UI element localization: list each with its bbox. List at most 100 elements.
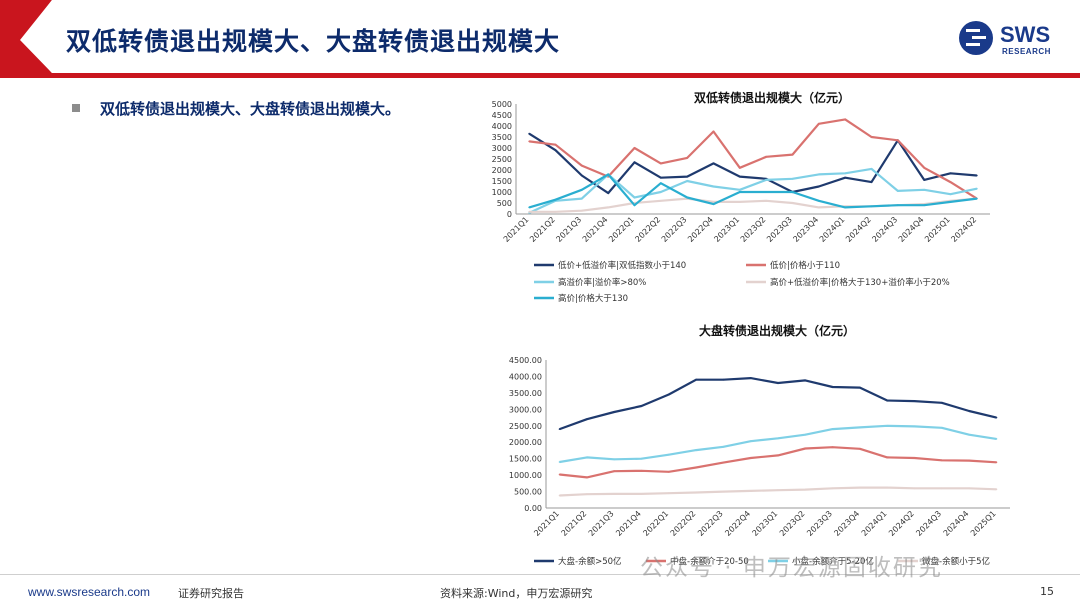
c2-y-tick: 2000.00	[509, 438, 542, 447]
c2-x-tick: 2024Q3	[914, 509, 943, 538]
c2-point-2-2	[613, 458, 616, 461]
c1-point-2-10	[791, 177, 794, 180]
c1-point-1-16	[949, 181, 952, 183]
c1-point-1-1	[554, 143, 557, 146]
c1-series-line-0	[528, 132, 977, 195]
c2-y-tick: 1500.00	[509, 455, 542, 464]
c2-x-tick: 2022Q2	[669, 509, 698, 538]
legend1-label-1: 低价|价格小于110	[770, 260, 840, 271]
c2-x-tick: 2022Q4	[723, 509, 752, 538]
c1-point-3-1	[554, 210, 557, 213]
c2-point-3-13	[913, 487, 916, 490]
c2-point-3-12	[886, 486, 889, 489]
c2-point-1-4	[667, 470, 670, 473]
c2-point-3-8	[777, 489, 779, 492]
c2-x-tick: 2021Q2	[560, 509, 589, 538]
c1-series-line-1	[529, 118, 978, 200]
c1-x-tick: 2023Q3	[765, 215, 794, 244]
legend1-label-3: 高价+低溢价率|价格大于130+溢价率小于20%	[770, 277, 950, 288]
bullet-square-icon	[72, 103, 80, 112]
c2-series-line-2	[559, 424, 997, 464]
c1-point-0-1	[554, 149, 557, 152]
c2-point-3-16	[995, 488, 998, 491]
sws-logo-icon	[959, 21, 993, 55]
page-number: 15	[1040, 585, 1054, 598]
c2-x-tick: 2023Q1	[751, 509, 780, 538]
c2-point-2-1	[586, 456, 588, 459]
c1-x-tick: 2023Q1	[712, 215, 741, 244]
c1-point-4-3	[607, 173, 610, 176]
c2-point-3-0	[558, 494, 561, 497]
c2-point-0-16	[995, 416, 998, 419]
c1-point-3-3	[607, 206, 610, 209]
c1-point-4-9	[765, 191, 768, 193]
legend1-label-0: 低价+低溢价率|双低指数小于140	[558, 260, 686, 271]
c1-point-4-16	[949, 201, 952, 203]
c2-y-tick: 3500.00	[509, 389, 542, 398]
c2-point-2-11	[859, 426, 861, 429]
c1-point-4-6	[686, 196, 689, 199]
c1-point-2-5	[659, 191, 662, 193]
c2-x-tick: 2023Q3	[805, 509, 834, 538]
c2-point-2-10	[831, 428, 834, 430]
c1-point-1-10	[791, 153, 794, 156]
c1-point-0-7	[712, 162, 715, 165]
c2-x-tick: 2024Q1	[860, 509, 889, 538]
c1-point-1-0	[528, 140, 531, 143]
footer-report-label: 证券研究报告	[178, 587, 244, 600]
c1-point-2-11	[817, 173, 820, 176]
c2-point-3-4	[667, 492, 670, 495]
c2-point-2-14	[940, 426, 943, 429]
c1-point-4-4	[633, 204, 636, 207]
c1-x-tick: 2021Q2	[528, 215, 557, 244]
c2-point-0-3	[640, 405, 643, 407]
c1-point-4-12	[844, 206, 847, 209]
c2-point-0-7	[749, 377, 752, 379]
c2-point-0-4	[667, 393, 670, 396]
c2-point-2-5	[695, 449, 697, 451]
c2-point-1-0	[558, 473, 561, 476]
bullet-text: 双低转债退出规模大、大盘转债退出规模大。	[100, 100, 401, 118]
c1-point-1-14	[896, 139, 899, 142]
c2-point-1-6	[722, 461, 725, 464]
c1-point-2-16	[949, 193, 952, 196]
c2-point-0-0	[558, 428, 561, 430]
c2-point-3-6	[722, 490, 725, 493]
footer-source: 资料来源:Wind，申万宏源研究	[440, 587, 593, 600]
c1-point-0-4	[633, 161, 636, 164]
c1-point-0-15	[923, 179, 926, 181]
c1-y-tick: 500	[497, 199, 512, 208]
c2-point-1-8	[777, 454, 779, 457]
c1-point-1-13	[870, 136, 873, 138]
c2-point-0-2	[613, 411, 616, 413]
c2-point-0-11	[859, 386, 861, 389]
c1-series-line-2	[528, 167, 978, 214]
c2-y-tick: 2500.00	[509, 422, 542, 431]
c2-point-0-14	[940, 401, 943, 404]
c2-point-1-5	[695, 466, 697, 469]
c1-point-4-13	[870, 205, 873, 208]
watermark: 公众号 · 申万宏源固收研究	[640, 555, 943, 581]
c2-x-tick: 2023Q4	[832, 509, 861, 538]
title-bar: 双低转债退出规模大、大盘转债退出规模大	[0, 0, 1080, 80]
c2-x-tick: 2024Q2	[887, 509, 916, 538]
c2-point-1-7	[749, 457, 752, 459]
c1-point-3-9	[765, 199, 768, 202]
c1-point-2-8	[738, 188, 741, 191]
chart2-title: 大盘转债退出规模大（亿元）	[699, 323, 855, 338]
c2-y-tick: 500.00	[514, 488, 542, 497]
c2-x-tick: 2022Q3	[696, 509, 725, 538]
c1-point-4-8	[738, 191, 741, 193]
c2-point-3-15	[968, 487, 970, 490]
c1-point-1-11	[817, 122, 820, 125]
c2-point-3-2	[613, 493, 616, 495]
chart1-title: 双低转债退出规模大（亿元）	[694, 90, 850, 105]
c1-point-0-11	[817, 185, 820, 188]
c1-point-3-11	[817, 206, 820, 209]
chart1-legend: 低价+低溢价率|双低指数小于140 低价|价格小于110 高溢价率|溢价率>80…	[534, 260, 950, 304]
c2-point-1-10	[831, 446, 834, 449]
footer-url-link[interactable]: www.swsresearch.com	[28, 585, 151, 599]
c2-point-1-16	[995, 461, 998, 464]
c2-point-3-14	[940, 487, 943, 490]
logo-text: SWS	[1000, 22, 1051, 47]
